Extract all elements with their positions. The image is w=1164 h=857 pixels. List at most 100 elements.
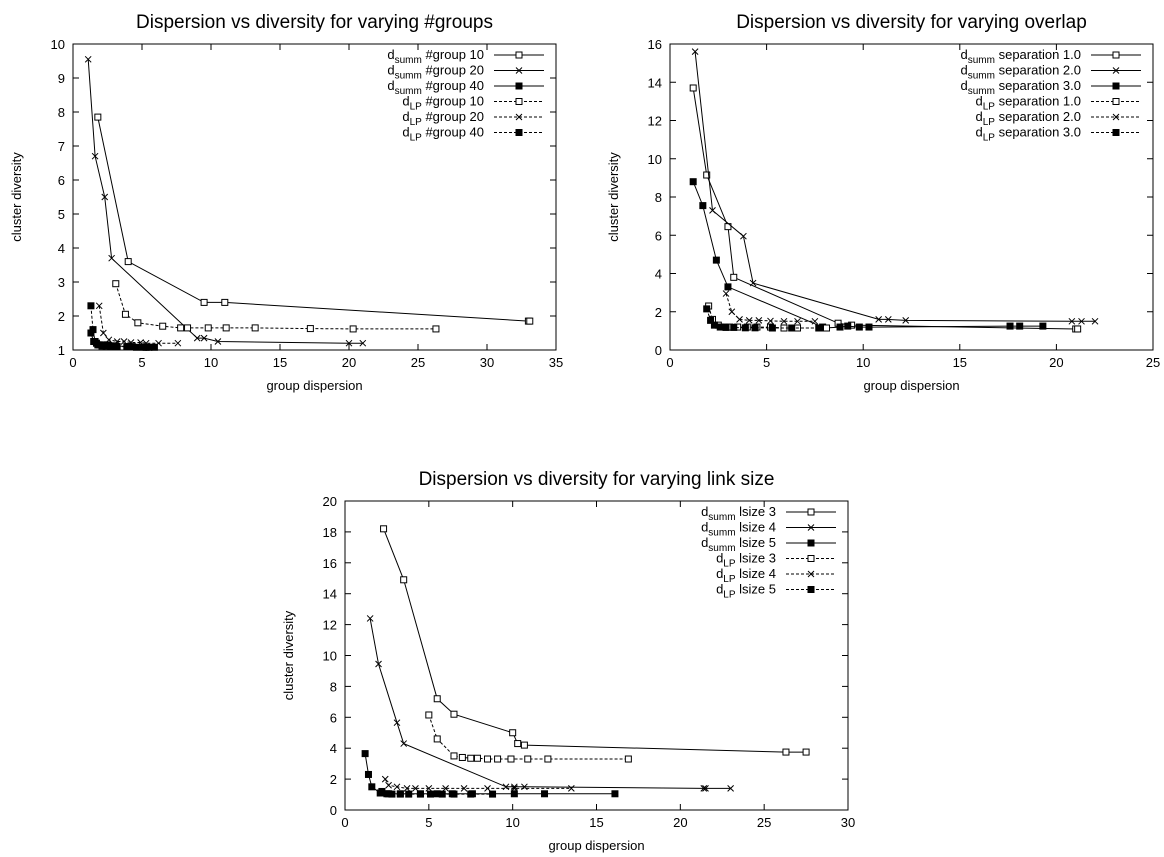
data-point (123, 343, 131, 351)
legend-marker (515, 82, 523, 90)
legend-subscript: summ (968, 55, 995, 66)
legend-marker (515, 129, 523, 136)
data-point (425, 785, 433, 792)
legend-series-name: #group 20 (422, 109, 484, 124)
x-tick-label: 30 (841, 815, 855, 830)
data-point (1074, 325, 1082, 333)
data-point (460, 785, 468, 792)
legend-label: dsumm #group 10 (387, 47, 484, 66)
data-point (524, 755, 532, 763)
legend-marker (515, 98, 523, 105)
data-point (388, 790, 396, 798)
legend-subscript: summ (708, 528, 735, 539)
legend-label: dLP separation 2.0 (976, 109, 1081, 128)
series-LP-5 (703, 305, 823, 332)
series-summ-0 (94, 113, 534, 325)
data-point (385, 781, 392, 789)
legend-item: dLP #group 20 (402, 109, 544, 128)
x-tick-label: 30 (480, 355, 494, 370)
data-point (749, 279, 757, 287)
legend-marker (807, 539, 815, 547)
data-point (349, 325, 357, 333)
data-point (782, 748, 790, 756)
data-point (740, 232, 747, 240)
legend-label: dsumm lsize 4 (701, 520, 776, 539)
data-point (416, 790, 424, 798)
x-tick-label: 0 (341, 815, 348, 830)
data-point (689, 84, 697, 92)
legend-marker (1112, 82, 1120, 90)
data-point (822, 324, 830, 332)
data-point (1078, 317, 1085, 325)
data-point (150, 343, 158, 351)
data-point (802, 748, 810, 756)
legend-item: dLP separation 1.0 (976, 94, 1141, 113)
y-tick-label: 6 (58, 173, 65, 188)
data-point (91, 152, 99, 160)
legend-label: dsumm lsize 5 (701, 535, 776, 554)
data-point (811, 317, 819, 325)
x-axis-label: group dispersion (266, 378, 362, 393)
y-tick-label: 8 (655, 190, 662, 205)
data-point (716, 323, 724, 331)
legend-series-name: lsize 4 (736, 566, 776, 581)
chart-title: Dispersion vs diversity for varying over… (736, 12, 1087, 33)
legend-marker (1112, 113, 1120, 121)
legend-marker (515, 67, 523, 74)
series-line (369, 618, 731, 789)
legend-series-name: #group 40 (422, 78, 484, 93)
legend-item: dLP lsize 4 (716, 566, 836, 585)
legend-label: dsumm separation 3.0 (961, 78, 1081, 97)
data-point (221, 298, 229, 306)
series-summ-1 (366, 615, 734, 792)
legend-item: dsumm #group 20 (387, 63, 544, 82)
data-point (159, 322, 167, 330)
legend-series-name: separation 3.0 (995, 125, 1081, 140)
legend-marker (807, 586, 815, 593)
data-point (703, 305, 711, 313)
legend-subscript: LP (983, 102, 996, 113)
legend-item: dsumm separation 2.0 (961, 63, 1141, 82)
data-point (381, 775, 389, 783)
x-tick-label: 25 (1146, 355, 1160, 370)
legend-marker (807, 555, 815, 562)
data-point (393, 783, 401, 791)
data-point (184, 324, 192, 332)
y-tick-label: 12 (648, 114, 662, 129)
legend-label: dLP #group 20 (402, 109, 484, 128)
data-point (100, 329, 107, 337)
legend-item: dLP #group 10 (402, 94, 544, 113)
legend-series-name: #group 20 (422, 63, 484, 78)
chart-link-size: Dispersion vs diversity for varying link… (281, 469, 855, 853)
data-point (544, 755, 552, 763)
data-point (875, 316, 883, 323)
data-point (393, 719, 401, 727)
legend-symbol-d: d (961, 63, 968, 78)
data-point (710, 321, 718, 329)
legend-symbol-d: d (701, 504, 708, 519)
data-point (1068, 317, 1076, 325)
series-line (694, 51, 1095, 322)
data-point (134, 319, 142, 327)
data-point (368, 783, 376, 791)
data-point (836, 323, 844, 331)
y-tick-label: 14 (323, 587, 337, 602)
data-point (727, 785, 734, 792)
plot-frame (72, 43, 557, 351)
legend-subscript: LP (410, 102, 423, 113)
legend-subscript: summ (395, 55, 422, 66)
y-tick-label: 9 (58, 71, 65, 86)
data-point (699, 202, 707, 210)
data-point (510, 790, 518, 798)
legend-item: dLP lsize 3 (716, 551, 836, 570)
legend-subscript: LP (723, 590, 736, 601)
series-LP-4 (95, 302, 182, 347)
x-tick-label: 15 (589, 815, 603, 830)
chart-title: Dispersion vs diversity for varying link… (419, 469, 775, 490)
x-tick-label: 20 (673, 815, 687, 830)
data-point (89, 326, 97, 334)
data-point (1006, 322, 1014, 330)
legend-item: dsumm separation 3.0 (961, 78, 1141, 97)
legend-item: dLP separation 2.0 (976, 109, 1141, 128)
